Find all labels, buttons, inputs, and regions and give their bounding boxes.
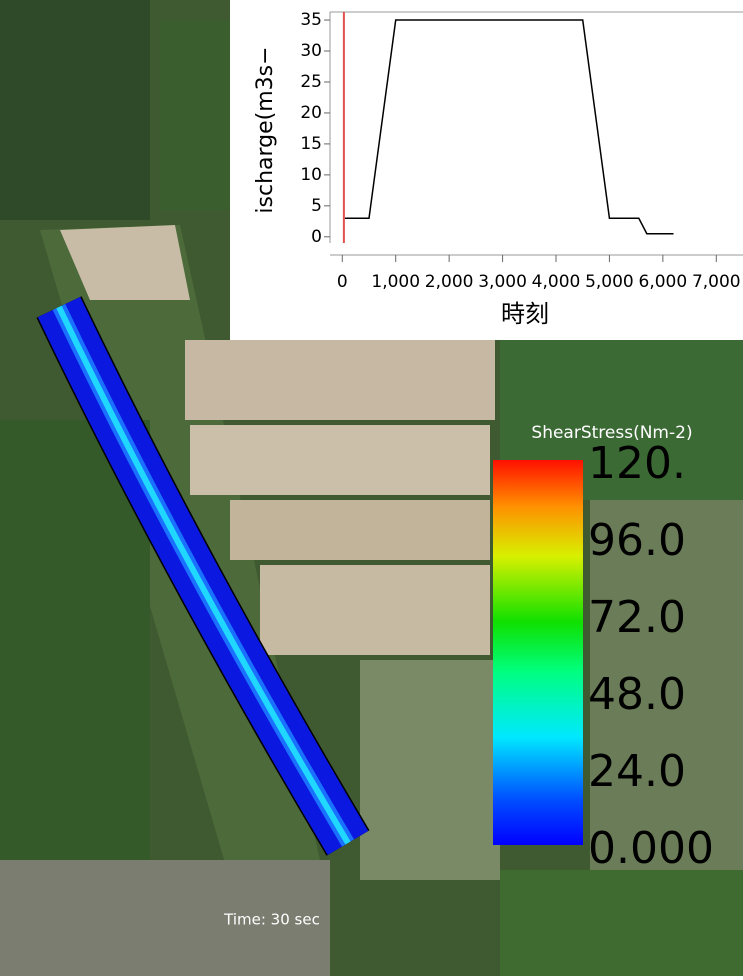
y-tick-label: 15 (300, 134, 322, 154)
y-axis-label: ischarge(m3s− (253, 46, 278, 213)
colorbar (493, 460, 583, 845)
colorbar-tick-label: 120. (588, 438, 686, 489)
y-tick-label: 35 (300, 10, 322, 30)
x-tick-label: 6,000 (639, 272, 688, 292)
colorbar-tick-label: 72.0 (588, 592, 686, 643)
y-tick-label: 20 (300, 103, 322, 123)
view: ischarge(m3s− 時刻 0 5 10 15 20 25 30 35 0 1,0002,0… (0, 0, 743, 976)
field (230, 500, 490, 560)
colorbar-tick-label: 48.0 (588, 669, 686, 720)
y-tick-label: 25 (300, 72, 322, 92)
x-tick-label: 7,000 (692, 272, 741, 292)
y-tick-label: 30 (300, 41, 322, 61)
colorbar-tick-label: 96.0 (588, 515, 686, 566)
x-tick-label: 4,000 (532, 272, 581, 292)
time-label: Time: 30 sec (223, 911, 320, 929)
field (0, 0, 150, 220)
y-tick-label: 5 (311, 196, 322, 216)
x-tick-label: 0 (337, 272, 348, 292)
x-tick-label: 3,000 (478, 272, 527, 292)
field (360, 660, 500, 880)
x-tick-label: 2,000 (425, 272, 474, 292)
field (260, 565, 490, 655)
colorbar-tick-label: 24.0 (588, 746, 686, 797)
x-tick-label: 5,000 (585, 272, 634, 292)
colorbar-title: ShearStress(Nm-2) (531, 423, 692, 443)
y-tick-label: 0 (311, 227, 322, 247)
field (185, 340, 495, 420)
x-axis-label: 時刻 (501, 300, 549, 328)
field (500, 870, 743, 976)
field (160, 20, 230, 210)
y-tick-label: 10 (300, 165, 322, 185)
colorbar-tick-label: 0.000 (588, 823, 714, 874)
field (190, 425, 490, 495)
x-tick-label: 1,000 (371, 272, 420, 292)
